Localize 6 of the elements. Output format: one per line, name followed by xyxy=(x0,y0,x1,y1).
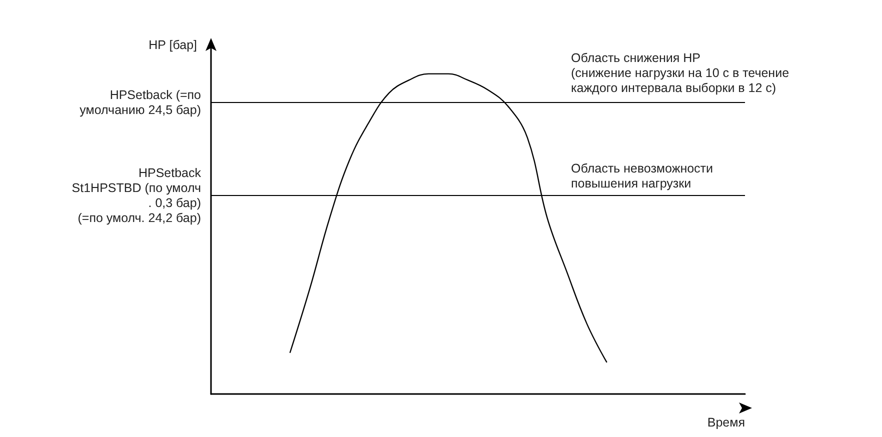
ref-line-label: HPSetback (=по умолчанию 24,5 бар) xyxy=(80,88,202,118)
annotation: Область снижения HP (снижение нагрузки на 10 с в течение каждого интервала выборки в 12 с) xyxy=(571,51,790,96)
ref-line-label: HPSetback St1HPSTBD (по умолч . 0,3 бар) (=по умолч. 24,2 бар) xyxy=(72,166,202,225)
x-axis-title: Время xyxy=(707,416,745,430)
y-axis-title: HP [бар] xyxy=(148,38,197,52)
annotation: Область невозможности повышения нагрузки xyxy=(571,161,714,190)
